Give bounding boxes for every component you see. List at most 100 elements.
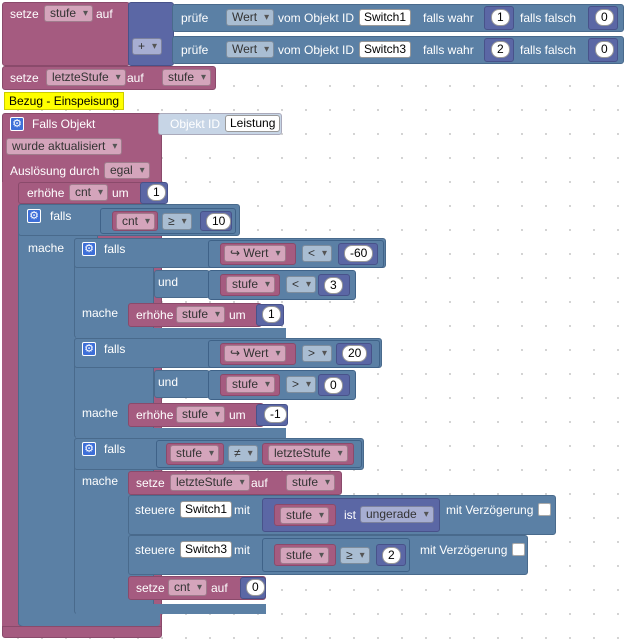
do-label: mache: [28, 241, 65, 255]
if-footer: [20, 614, 160, 626]
attr-dropdown[interactable]: Wert: [226, 9, 275, 26]
if-label: falls: [50, 209, 72, 223]
var-dropdown-letzte-stufe[interactable]: letzteStufe: [170, 474, 250, 491]
parity-dropdown[interactable]: ungerade: [360, 506, 434, 523]
and-block[interactable]: [154, 370, 210, 398]
do-label: mache: [82, 406, 119, 420]
is-label: ist: [344, 508, 356, 522]
do-label: mache: [82, 474, 119, 488]
delay-checkbox[interactable]: [512, 543, 525, 556]
number-field[interactable]: 0: [246, 579, 265, 596]
number-field[interactable]: -1: [264, 406, 287, 423]
compare-dropdown[interactable]: ≥: [162, 213, 192, 230]
compare-dropdown[interactable]: ≥: [340, 547, 370, 564]
with-label: mit: [234, 503, 250, 517]
number-field[interactable]: 20: [342, 345, 368, 362]
to-label: auf: [127, 71, 144, 85]
compare-dropdown[interactable]: >: [302, 345, 333, 362]
object-id-field[interactable]: Leistung: [225, 115, 281, 132]
value-dropdown[interactable]: ↪ Wert: [224, 345, 286, 362]
trigger-by-label: Auslösung durch: [10, 164, 100, 178]
value-dropdown[interactable]: ↪ Wert: [224, 245, 286, 262]
number-field[interactable]: 3: [324, 277, 343, 294]
var-dropdown-letzte-stufe[interactable]: letzteStufe: [46, 69, 126, 86]
if-label: falls: [104, 242, 126, 256]
increment-label: erhöhe: [136, 408, 174, 422]
gear-icon[interactable]: ⚙: [82, 442, 96, 456]
plus-block[interactable]: [128, 2, 174, 66]
var-dropdown-stufe[interactable]: stufe: [280, 507, 330, 524]
compare-dropdown[interactable]: >: [286, 376, 317, 393]
gear-icon[interactable]: ⚙: [27, 209, 41, 223]
if-true-label: falls wahr: [423, 11, 474, 25]
var-dropdown-stufe[interactable]: stufe: [280, 547, 330, 564]
number-field[interactable]: -60: [344, 245, 374, 262]
var-dropdown-stufe[interactable]: stufe: [44, 5, 94, 22]
trigger-by-dropdown[interactable]: egal: [104, 162, 150, 179]
if-true-label: falls wahr: [423, 43, 474, 57]
var-dropdown-cnt[interactable]: cnt: [69, 184, 109, 201]
object-id-field[interactable]: Switch3: [359, 41, 412, 58]
to-label: auf: [211, 581, 228, 595]
number-field[interactable]: 0: [324, 377, 343, 394]
number-field[interactable]: 1: [147, 184, 166, 201]
check-label: prüfe: [181, 11, 209, 25]
delay-label: mit Verzögerung: [446, 503, 534, 517]
var-value-stufe[interactable]: stufe: [286, 474, 336, 491]
gear-icon[interactable]: ⚙: [10, 117, 24, 131]
var-dropdown-stufe[interactable]: stufe: [176, 406, 226, 423]
trigger-title: Falls Objekt: [32, 117, 96, 131]
with-label: mit: [234, 543, 250, 557]
number-field[interactable]: 2: [491, 41, 510, 58]
var-value-stufe[interactable]: stufe: [162, 69, 212, 86]
plus-dropdown[interactable]: +: [132, 38, 163, 55]
gear-icon[interactable]: ⚙: [82, 242, 96, 256]
var-dropdown-cnt[interactable]: cnt: [116, 213, 156, 230]
compare-dropdown[interactable]: <: [286, 276, 317, 293]
compare-dropdown[interactable]: <: [302, 245, 333, 262]
object-id-field[interactable]: Switch1: [359, 9, 412, 26]
delay-label: mit Verzögerung: [420, 543, 508, 557]
check-label: prüfe: [181, 43, 209, 57]
number-field[interactable]: 0: [595, 41, 614, 58]
and-label: und: [158, 275, 179, 289]
by-label: um: [229, 408, 246, 422]
compare-dropdown[interactable]: ≠: [228, 445, 258, 462]
var-dropdown-stufe[interactable]: stufe: [226, 276, 276, 293]
var-dropdown-stufe[interactable]: stufe: [170, 445, 220, 462]
number-field[interactable]: 1: [262, 306, 281, 323]
number-field[interactable]: 0: [595, 9, 614, 26]
var-dropdown-cnt[interactable]: cnt: [168, 579, 208, 596]
comment-block[interactable]: Bezug - Einspeisung: [4, 92, 125, 110]
control-label: steuere: [135, 543, 176, 557]
increment-label: erhöhe: [136, 308, 174, 322]
if-label: falls: [104, 342, 126, 356]
event-dropdown[interactable]: wurde aktualisiert: [6, 138, 123, 155]
and-label: und: [158, 375, 179, 389]
to-label: auf: [96, 7, 113, 21]
if-false-label: falls falsch: [520, 11, 577, 25]
number-field[interactable]: 1: [491, 9, 510, 26]
to-label: auf: [251, 476, 268, 490]
object-id-label: vom Objekt ID: [278, 43, 355, 57]
if-footer: [76, 328, 286, 338]
object-id-field[interactable]: Switch3: [180, 541, 233, 558]
delay-checkbox[interactable]: [538, 503, 551, 516]
gear-icon[interactable]: ⚙: [82, 342, 96, 356]
if-footer: [76, 604, 266, 614]
set-label: setze: [136, 581, 165, 595]
var-dropdown-stufe[interactable]: stufe: [176, 306, 226, 323]
object-id-label: Objekt ID: [170, 117, 221, 131]
attr-dropdown[interactable]: Wert: [226, 41, 275, 58]
set-label: setze: [136, 476, 165, 490]
increment-label: erhöhe: [27, 186, 65, 200]
by-label: um: [229, 308, 246, 322]
var-dropdown-stufe[interactable]: stufe: [226, 376, 276, 393]
number-field[interactable]: 2: [382, 547, 401, 564]
var-dropdown-letzte-stufe[interactable]: letzteStufe: [268, 445, 348, 462]
trigger-footer: [2, 626, 162, 638]
if-label: falls: [104, 442, 126, 456]
object-id-field[interactable]: Switch1: [180, 501, 233, 518]
number-field[interactable]: 10: [206, 213, 232, 230]
control-label: steuere: [135, 503, 176, 517]
